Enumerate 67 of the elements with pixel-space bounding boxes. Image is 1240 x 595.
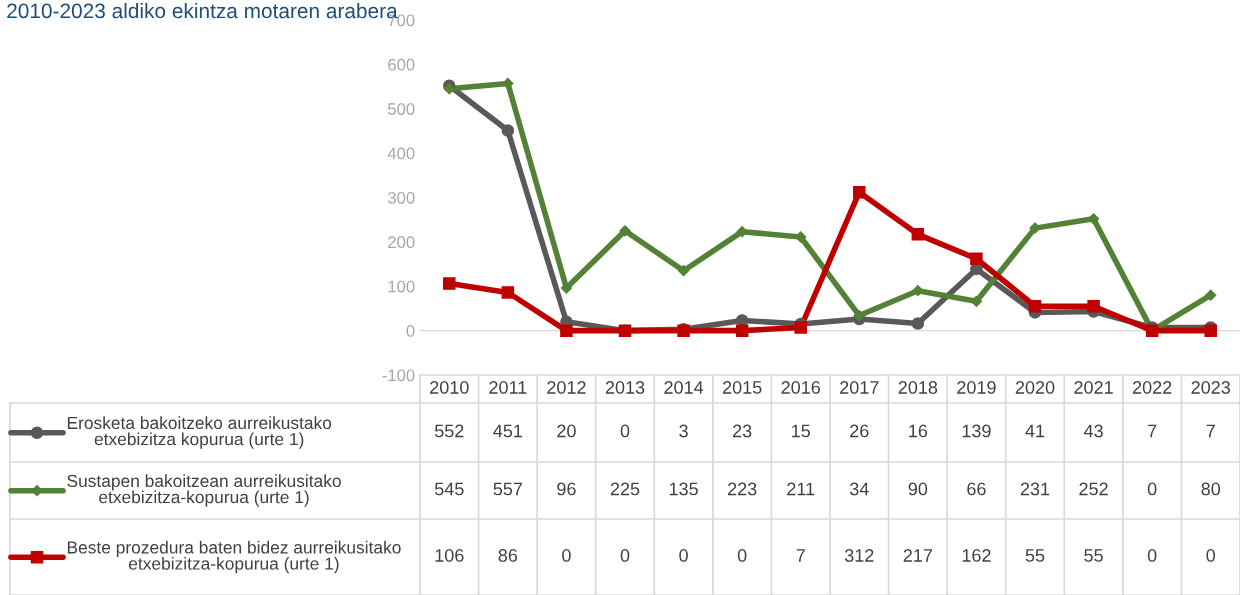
x-tick-label: 2019 [957, 381, 996, 394]
x-tick-label: 2014 [664, 381, 704, 394]
data-label: 0 [562, 549, 571, 562]
data-label: 7 [1206, 424, 1215, 438]
data-label: 96 [557, 482, 576, 496]
data-label: 0 [1206, 549, 1216, 562]
data-label: 545 [434, 482, 464, 496]
x-tick-label: 2015 [722, 381, 762, 394]
data-label: 26 [850, 424, 869, 438]
y-tick-label: -100 [382, 369, 415, 382]
data-label: 252 [1079, 482, 1108, 496]
data-label: 20 [557, 424, 576, 438]
x-tick-label: 2022 [1132, 381, 1172, 394]
data-label: 223 [727, 482, 757, 496]
data-label: 23 [733, 424, 752, 438]
data-label: 90 [908, 482, 928, 496]
data-label: 0 [1147, 482, 1157, 496]
data-label: 15 [792, 424, 810, 438]
data-label: 0 [679, 549, 688, 562]
x-tick-label: 2013 [605, 381, 645, 394]
data-label: 217 [903, 549, 933, 562]
data-label: 0 [1147, 549, 1157, 562]
data-label: 7 [796, 549, 805, 562]
x-tick-label: 2010 [430, 381, 469, 394]
data-label: 106 [435, 549, 464, 562]
y-tick-label: 100 [388, 280, 415, 293]
data-label: 7 [1148, 424, 1157, 438]
data-label: 86 [498, 549, 518, 562]
data-label: 557 [493, 482, 523, 496]
y-tick-label: 500 [388, 103, 415, 115]
x-tick-label: 2023 [1191, 381, 1231, 394]
y-tick-label: 300 [387, 191, 415, 204]
legend-label: Erosketa bakoitzeko aurreikustako etxebizitza kopurua (urte 1) [67, 416, 332, 449]
data-label: 3 [679, 424, 688, 438]
data-label: 0 [737, 549, 747, 562]
y-tick-label: 600 [388, 58, 415, 71]
data-label: 16 [909, 424, 928, 438]
data-label: 552 [434, 424, 464, 438]
data-label: 55 [1084, 549, 1103, 562]
data-label: 451 [493, 424, 523, 438]
legend-label: Beste prozedura baten bidez aurreikusitako etxebizitza-kopurua (urte 1) [67, 540, 401, 574]
data-label: 139 [962, 424, 991, 438]
data-label: 80 [1201, 482, 1221, 496]
data-label: 41 [1025, 424, 1045, 438]
data-label: 211 [787, 482, 815, 496]
x-tick-label: 2012 [547, 381, 586, 394]
x-tick-label: 2017 [840, 381, 879, 394]
data-label: 225 [610, 482, 640, 496]
data-label: 66 [967, 482, 986, 496]
data-label: 0 [620, 549, 630, 562]
data-label: 231 [1020, 482, 1050, 496]
data-label: 34 [849, 482, 869, 496]
data-label: 135 [669, 482, 698, 496]
y-tick-label: 0 [406, 325, 415, 337]
y-tick-label: 200 [388, 236, 415, 249]
data-label: 162 [962, 549, 991, 562]
x-tick-label: 2018 [898, 381, 938, 394]
data-label: 55 [1025, 549, 1045, 562]
x-tick-label: 2020 [1015, 381, 1055, 394]
x-tick-label: 2011 [489, 381, 527, 394]
data-label: 43 [1083, 424, 1103, 438]
legend-label: Sustapen bakoitzean aurreikusitako etxebizitza-kopurua (urte 1) [67, 474, 341, 507]
y-tick-label: 400 [387, 147, 415, 160]
x-tick-label: 2021 [1074, 381, 1113, 394]
data-label: 312 [844, 549, 874, 562]
x-tick-label: 2016 [781, 381, 821, 394]
data-label: 0 [620, 424, 630, 438]
